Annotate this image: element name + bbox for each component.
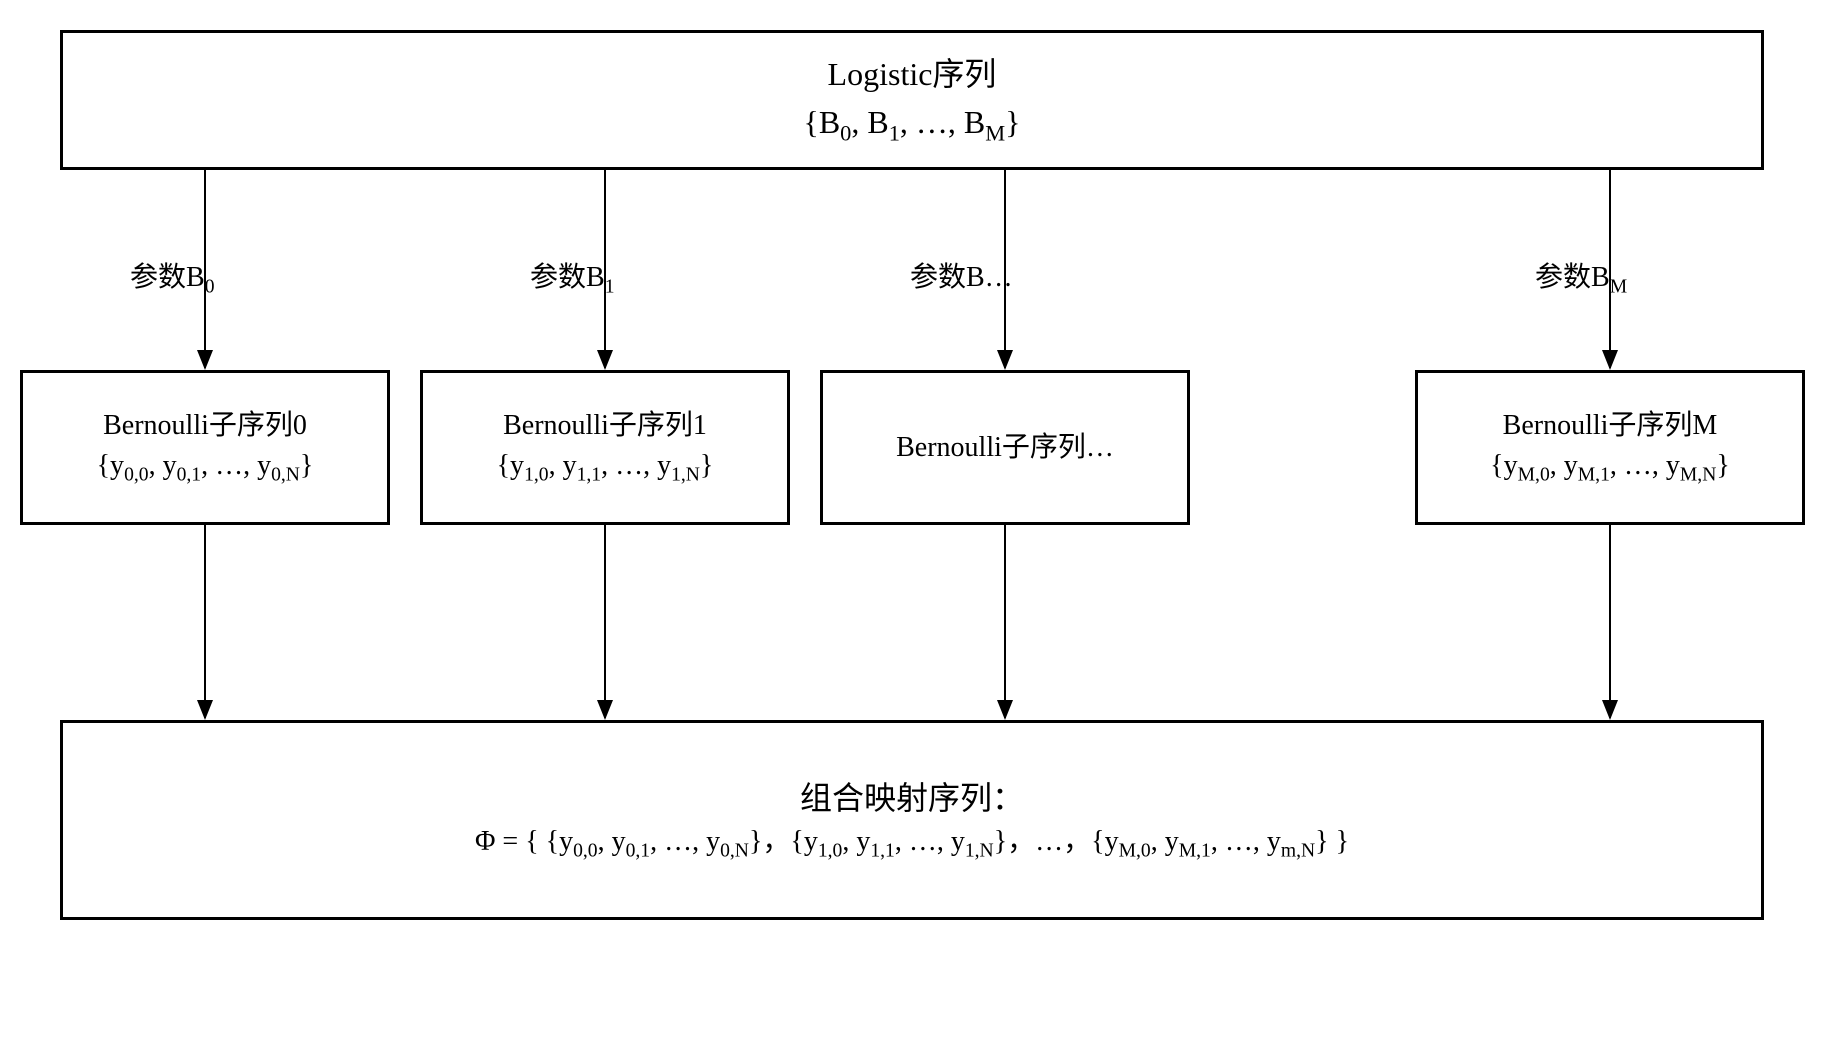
edge-label-b0: 参数B0 bbox=[130, 255, 214, 299]
edge-label-bdots: 参数B… bbox=[910, 255, 1013, 295]
node-sub: {yM,0, yM,1, …, yM,N} bbox=[1490, 446, 1730, 489]
node-combined-sequence: 组合映射序列： Φ = { {y0,0, y0,1, …, y0,N}，{y1,… bbox=[60, 720, 1764, 920]
node-title: Bernoulli子序列M bbox=[1503, 406, 1718, 445]
node-bernoulli-0: Bernoulli子序列0 {y0,0, y0,1, …, y0,N} bbox=[20, 370, 390, 525]
node-title: Bernoulli子序列1 bbox=[503, 406, 707, 445]
edge-label-b1: 参数B1 bbox=[530, 255, 614, 299]
node-title: Bernoulli子序列0 bbox=[103, 406, 307, 445]
node-title: Logistic序列 bbox=[828, 50, 997, 98]
node-sub: {y0,0, y0,1, …, y0,N} bbox=[97, 446, 314, 489]
node-sub: {y1,0, y1,1, …, y1,N} bbox=[497, 446, 714, 489]
node-sub: Φ = { {y0,0, y0,1, …, y0,N}，{y1,0, y1,1,… bbox=[455, 822, 1369, 865]
node-bernoulli-1: Bernoulli子序列1 {y1,0, y1,1, …, y1,N} bbox=[420, 370, 790, 525]
node-bernoulli-m: Bernoulli子序列M {yM,0, yM,1, …, yM,N} bbox=[1415, 370, 1805, 525]
node-title: Bernoulli子序列… bbox=[896, 428, 1114, 467]
edge-label-bm: 参数BM bbox=[1535, 255, 1627, 299]
node-title: 组合映射序列： bbox=[800, 774, 1024, 822]
node-sub: {B0, B1, …, BM} bbox=[803, 98, 1020, 150]
node-bernoulli-dots: Bernoulli子序列… bbox=[820, 370, 1190, 525]
node-logistic-sequence: Logistic序列 {B0, B1, …, BM} bbox=[60, 30, 1764, 170]
